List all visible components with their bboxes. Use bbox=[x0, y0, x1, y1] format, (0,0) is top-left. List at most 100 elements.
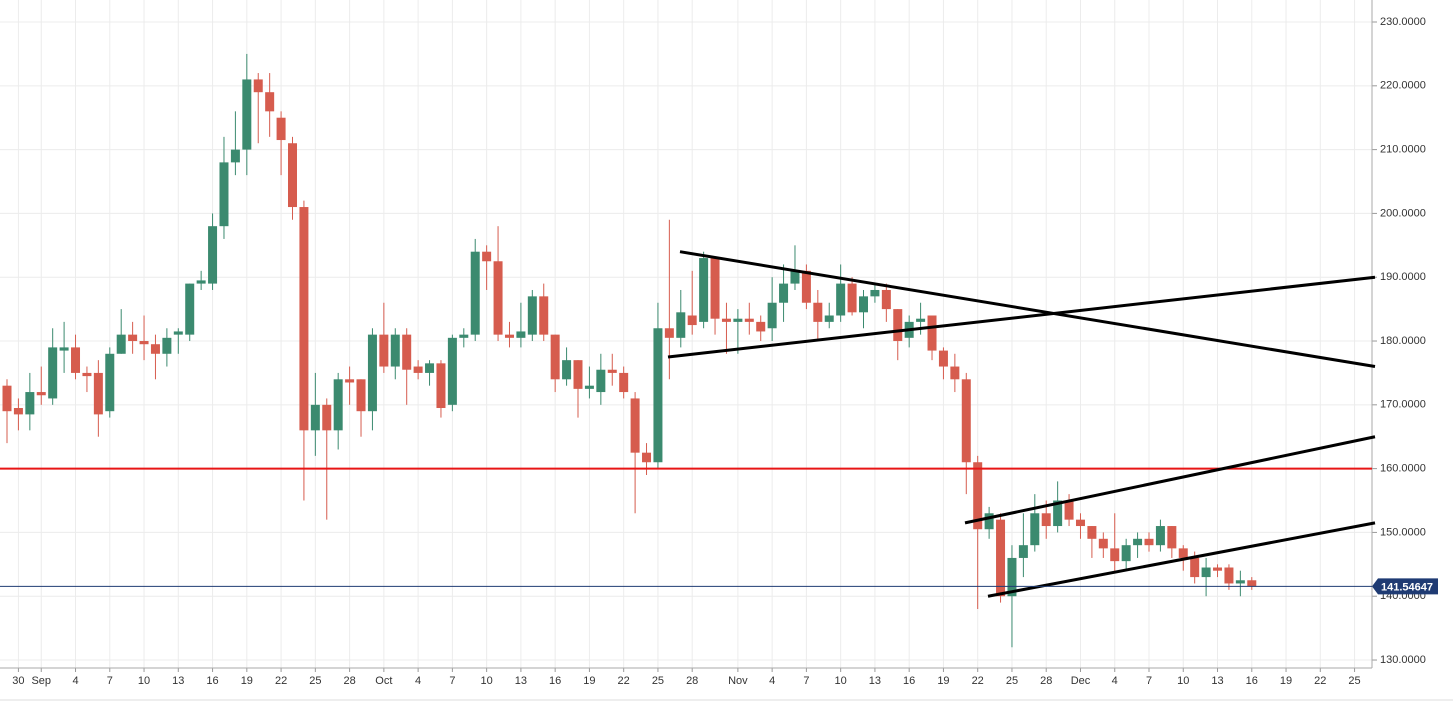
x-tick-label: 28 bbox=[686, 675, 698, 687]
candle-body bbox=[1133, 538, 1143, 546]
y-tick-label: 180.0000 bbox=[1380, 335, 1426, 347]
candle-body bbox=[105, 353, 115, 412]
x-tick-label: 28 bbox=[343, 675, 355, 687]
candle-body bbox=[756, 321, 766, 332]
candle-body bbox=[1087, 526, 1097, 539]
y-tick-label: 190.0000 bbox=[1380, 271, 1426, 283]
candle-body bbox=[573, 360, 583, 389]
candle-body bbox=[642, 452, 652, 463]
x-tick-label: 4 bbox=[769, 675, 775, 687]
x-tick-label: 22 bbox=[618, 675, 630, 687]
candle-body bbox=[299, 207, 309, 431]
candle-body bbox=[1030, 513, 1040, 546]
x-tick-label: 16 bbox=[903, 675, 915, 687]
x-tick-label: Sep bbox=[31, 675, 51, 687]
candle-body bbox=[893, 309, 903, 342]
x-tick-label: 13 bbox=[172, 675, 184, 687]
candle-body bbox=[1235, 580, 1245, 584]
candle-body bbox=[847, 283, 857, 313]
candle-body bbox=[539, 296, 549, 335]
candle-body bbox=[36, 392, 46, 396]
candle-body bbox=[425, 363, 435, 373]
x-tick-label: 4 bbox=[1112, 675, 1118, 687]
candle-body bbox=[185, 283, 195, 335]
y-tick-label: 130.0000 bbox=[1380, 654, 1426, 666]
candle-body bbox=[25, 392, 35, 415]
x-tick-label: 7 bbox=[449, 675, 455, 687]
candle-body bbox=[59, 347, 69, 351]
trend-line bbox=[679, 250, 1376, 369]
candle-body bbox=[265, 92, 275, 112]
candle-body bbox=[881, 289, 891, 310]
candle-body bbox=[1167, 526, 1177, 549]
x-tick-label: 25 bbox=[652, 675, 664, 687]
x-tick-label: Dec bbox=[1071, 675, 1091, 687]
candle-body bbox=[253, 79, 263, 93]
candle-body bbox=[961, 379, 971, 463]
candle-body bbox=[801, 270, 811, 303]
candle-body bbox=[230, 149, 240, 163]
candle-body bbox=[93, 372, 103, 415]
candle-body bbox=[219, 162, 229, 227]
x-tick-label: 4 bbox=[72, 675, 78, 687]
candle-body bbox=[950, 366, 960, 380]
candle-body bbox=[13, 408, 23, 415]
candle-body bbox=[116, 334, 126, 354]
x-tick-label: 25 bbox=[1006, 675, 1018, 687]
x-tick-label: Oct bbox=[375, 675, 392, 687]
candle-body bbox=[1007, 557, 1017, 597]
candle-body bbox=[288, 143, 297, 208]
y-tick-label: 210.0000 bbox=[1380, 144, 1426, 156]
last-price-tag bbox=[1372, 578, 1438, 595]
x-tick-label: 22 bbox=[972, 675, 984, 687]
candle-body bbox=[653, 328, 663, 463]
candle-body bbox=[813, 302, 823, 322]
candle-body bbox=[1213, 567, 1223, 571]
candle-body bbox=[996, 519, 1006, 597]
candle-body bbox=[1247, 580, 1257, 587]
candle-body bbox=[550, 334, 560, 380]
x-tick-label: 10 bbox=[138, 675, 150, 687]
y-tick-label: 160.0000 bbox=[1380, 463, 1426, 475]
candle-body bbox=[1201, 567, 1211, 578]
x-tick-label: 7 bbox=[803, 675, 809, 687]
x-tick-label: 30 bbox=[12, 675, 24, 687]
candle-body bbox=[1041, 513, 1051, 527]
candle-body bbox=[242, 79, 252, 150]
x-tick-label: 22 bbox=[1314, 675, 1326, 687]
candle-body bbox=[459, 334, 469, 338]
candle-body bbox=[607, 369, 617, 373]
candle-body bbox=[356, 379, 366, 412]
y-tick-label: 200.0000 bbox=[1380, 207, 1426, 219]
x-tick-label: 16 bbox=[549, 675, 561, 687]
candle-body bbox=[504, 334, 514, 338]
candle-body bbox=[836, 283, 846, 316]
last-price-label: 141.54647 bbox=[1381, 581, 1433, 593]
x-tick-label: 22 bbox=[275, 675, 287, 687]
candle-body bbox=[436, 363, 446, 409]
y-tick-label: 230.0000 bbox=[1380, 16, 1426, 28]
candle-body bbox=[779, 283, 789, 303]
candle-body bbox=[482, 251, 492, 262]
candle-body bbox=[676, 312, 686, 338]
trend-line bbox=[964, 435, 1376, 525]
x-tick-label: 13 bbox=[515, 675, 527, 687]
candle-body bbox=[493, 261, 503, 335]
candle-body bbox=[1155, 526, 1165, 546]
x-tick-label: 28 bbox=[1040, 675, 1052, 687]
candle-body bbox=[664, 328, 674, 338]
x-tick-label: 7 bbox=[1146, 675, 1152, 687]
candle-body bbox=[333, 379, 343, 431]
candle-body bbox=[824, 315, 834, 322]
candle-body bbox=[721, 318, 731, 322]
candle-body bbox=[630, 398, 640, 453]
candle-body bbox=[390, 334, 400, 367]
x-tick-label: 19 bbox=[937, 675, 949, 687]
candle-body bbox=[1190, 557, 1200, 578]
candle-body bbox=[1110, 548, 1120, 562]
candle-body bbox=[1144, 538, 1154, 546]
candle-body bbox=[1018, 545, 1028, 558]
x-tick-label: Nov bbox=[728, 675, 748, 687]
candle-body bbox=[71, 347, 81, 373]
candle-body bbox=[173, 331, 183, 335]
